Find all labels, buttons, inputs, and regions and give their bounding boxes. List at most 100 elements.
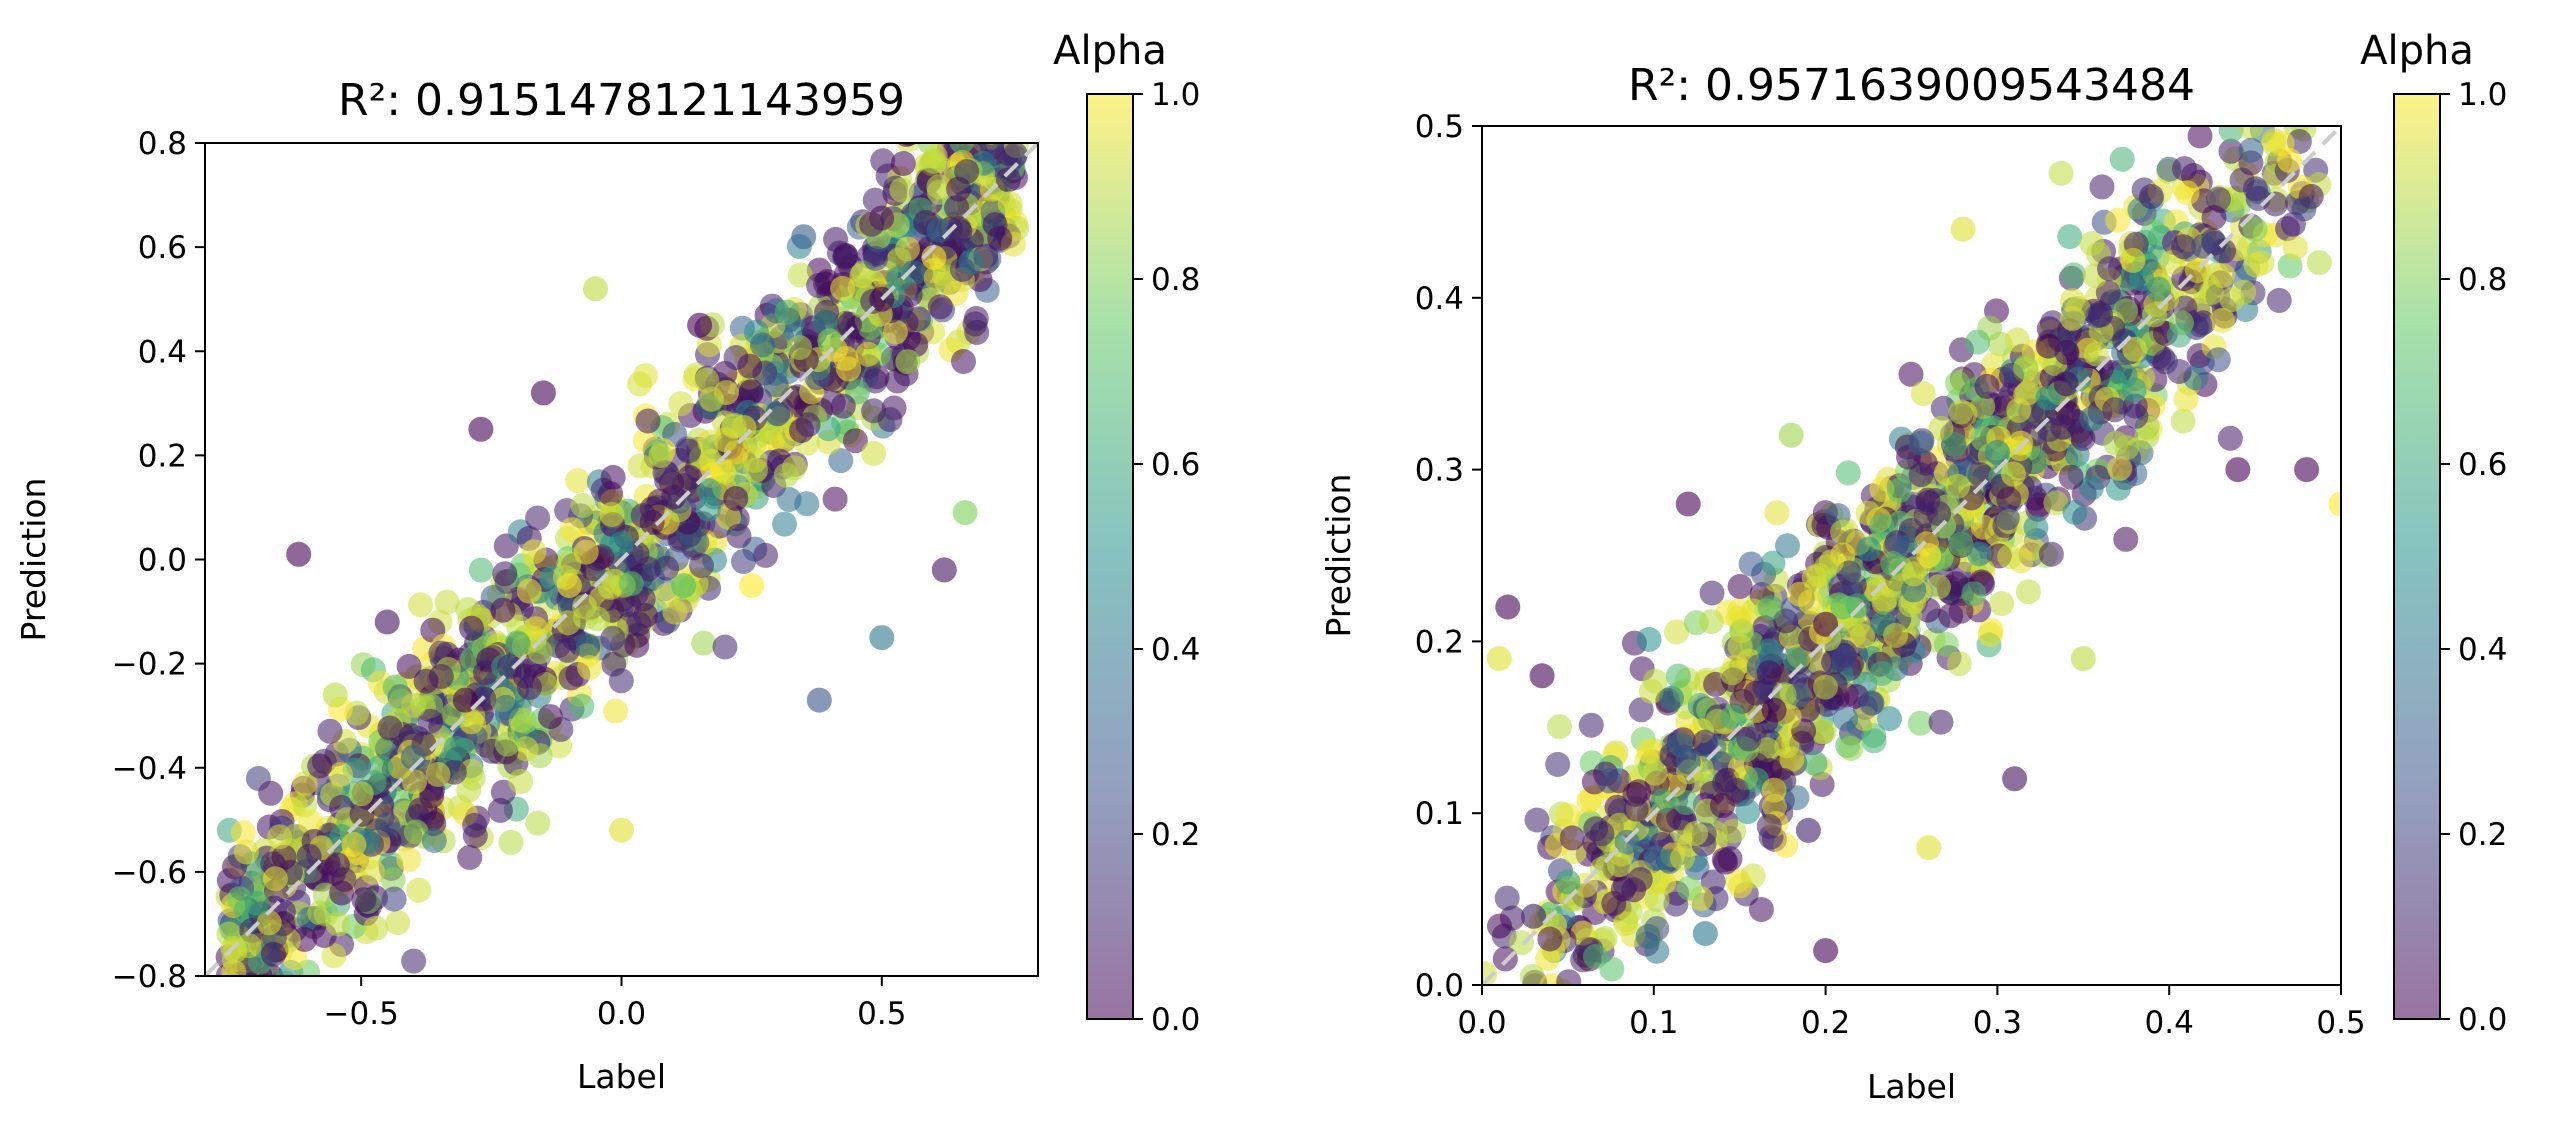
colorbar-tick-label: 0.4 [1151,632,1200,668]
scatter-point [639,496,665,522]
scatter-point [712,634,738,660]
scatter-point [1650,788,1676,814]
scatter-point [1559,825,1585,851]
scatter-point [1516,1034,1541,1059]
y-tick-label: 0.3 [1415,453,1464,489]
scatter-point [984,108,1009,133]
scatter-point [1494,885,1520,911]
scatter-point [1970,514,1996,540]
scatter-point [870,148,896,174]
colorbar-tick-label: 0.6 [2458,447,2507,483]
scatter-point [925,143,934,144]
scatter-point [828,448,854,474]
scatter-point [1576,997,1601,1022]
x-axis-label: Label [577,1057,666,1096]
scatter-point [627,453,653,479]
scatter-point [1606,852,1632,878]
scatter-point [517,675,542,700]
scatter-point [1898,361,1924,387]
scatter-point [408,797,434,823]
scatter-point [597,574,623,600]
y-tick-label: −0.4 [112,751,187,787]
scatter-point [1933,631,1959,657]
x-tick-label: 0.0 [1457,1005,1506,1041]
scatter-point [216,1002,241,1027]
scatter-point [2089,174,2115,200]
scatter-point [668,391,694,417]
scatter-point [600,625,626,651]
scatter-point [1886,477,1912,503]
scatter-point [2218,126,2244,143]
scatter-point [1908,430,1934,456]
scatter-point [694,367,720,393]
scatter-point [434,589,460,615]
scatter-point [2269,83,2294,108]
scatter-point [1601,891,1627,916]
scatter-point [1795,817,1821,843]
scatter-point [1835,460,1861,486]
scatter-point [525,810,551,836]
scatter-point [1596,768,1622,794]
scatter-point [1778,422,1804,448]
scatter-point [1675,749,1701,775]
scatter-point [1928,709,1954,735]
scatter-point [1623,796,1649,822]
scatter-point [1699,580,1725,606]
scatter-point [225,1036,250,1061]
scatter-point [1727,597,1753,623]
colorbar-tick-label: 0.4 [2458,632,2507,668]
scatter-point [1548,1002,1573,1027]
colorbar-tick-label: 0.8 [2458,262,2507,298]
scatter-point [836,356,862,382]
scatter-point [654,555,680,581]
scatter-point [662,599,688,625]
scatter-point [457,844,483,870]
scatter-point [636,556,661,582]
scatter-point [1574,1032,1599,1057]
scatter-point [2298,91,2323,116]
scatter-point [2205,347,2231,373]
scatter-point [1721,818,1747,844]
scatter-point [1692,921,1718,946]
scatter-point [1487,913,1512,939]
scatter-point [249,1031,274,1056]
scatter-point [443,735,469,761]
scatter-point [2201,205,2227,230]
scatter-point [215,1011,240,1036]
scatter-point [2043,490,2069,516]
scatter-point [565,468,591,493]
scatter-point [382,674,408,700]
scatter-point [959,100,984,125]
scatter-point [791,224,817,250]
scatter-point [1717,846,1743,872]
scatter-point [219,1085,244,1110]
scatter-point [923,265,949,291]
scatter-point [1537,926,1563,952]
scatter-point [1984,439,2010,465]
scatter-point [1675,491,1701,517]
scatter-point [2217,425,2243,451]
scatter-point [214,1003,239,1028]
scatter-point [2002,766,2028,792]
scatter-point [271,844,297,870]
scatter-point [603,698,629,724]
scatter-point [1901,561,1927,587]
scatter-point [696,478,722,504]
scatter-point [855,341,881,367]
scatter-point [2123,403,2149,429]
scatter-point [599,502,625,527]
scatter-point [2225,457,2251,483]
colorbar-gradient [2393,93,2441,1020]
scatter-point [559,517,585,543]
scatter-point [1965,329,1990,355]
scatter-point [698,386,724,412]
scatter-point [227,1053,252,1078]
scatter-point [1529,663,1555,689]
scatter-point [2006,397,2032,423]
scatter-point [406,877,432,903]
scatter-point [863,245,889,271]
chart-1: −0.5 0.0 0.5−0.8−0.6−0.4−0.20.00.20.40.60.… [14,28,1200,1110]
scatter-point [1578,712,1604,738]
scatter-point [1830,594,1856,620]
y-tick-label: 0.8 [138,126,187,162]
